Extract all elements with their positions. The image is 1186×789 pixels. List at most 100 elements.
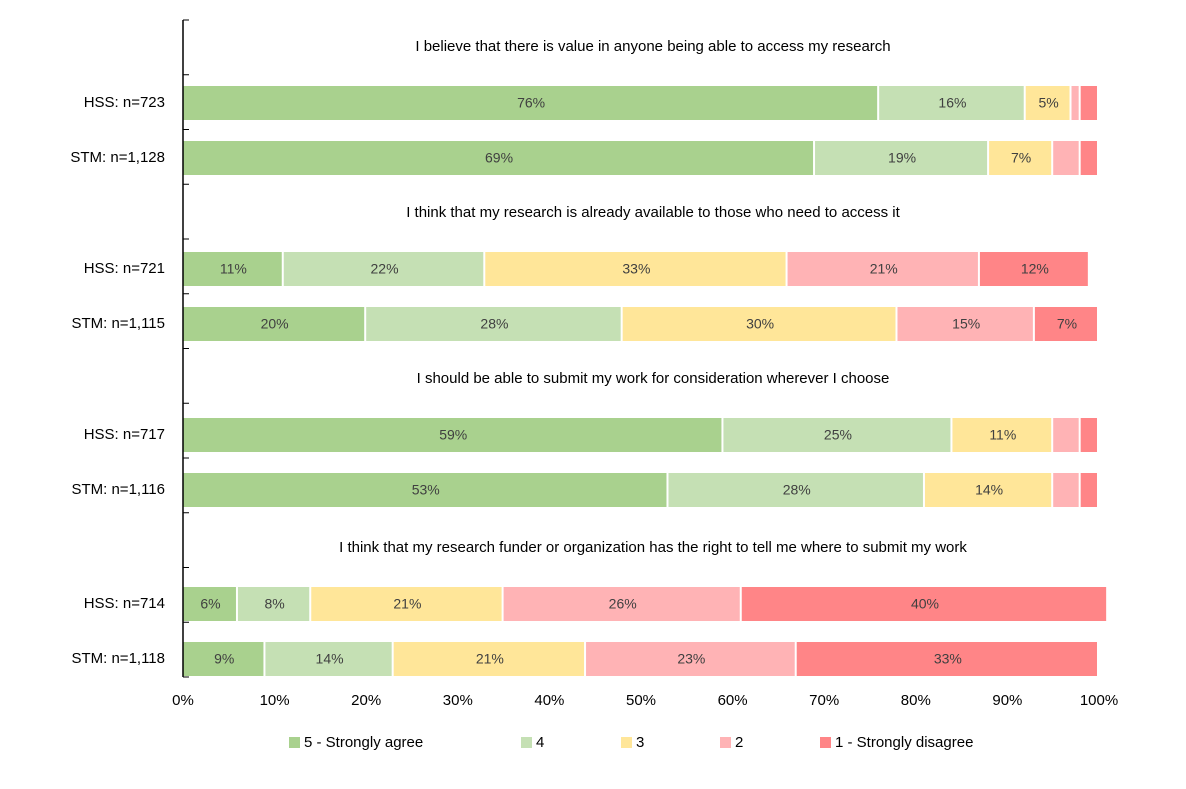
legend-label: 5 - Strongly agree	[304, 734, 423, 751]
x-tick-label: 90%	[992, 692, 1022, 709]
data-label: 11%	[989, 427, 1016, 443]
bar-segment	[265, 642, 392, 676]
bar-segment	[1053, 418, 1079, 452]
data-label: 76%	[517, 95, 545, 111]
bar-segment	[1034, 307, 1097, 341]
y-tick-label: STM: n=1,115	[71, 315, 165, 332]
data-label: 16%	[938, 95, 966, 111]
bar-segment	[979, 252, 1088, 286]
bar-segment	[183, 252, 282, 286]
x-tick-label: 10%	[260, 692, 290, 709]
bar-segment	[622, 307, 896, 341]
legend-label: 4	[536, 734, 544, 751]
bar-segment	[183, 587, 236, 621]
legend-label: 1 - Strongly disagree	[835, 734, 973, 751]
bar-segment	[668, 473, 923, 507]
x-tick-label: 50%	[626, 692, 656, 709]
data-label: 7%	[1057, 316, 1077, 332]
y-tick-label: STM: n=1,118	[71, 650, 165, 667]
data-label: 11%	[220, 261, 247, 277]
bar-segment	[393, 642, 585, 676]
bar-segment	[183, 642, 264, 676]
data-label: 26%	[609, 596, 637, 612]
data-label: 21%	[476, 651, 504, 667]
bar-segment	[237, 587, 310, 621]
bar-segment	[183, 418, 722, 452]
x-tick-label: 30%	[443, 692, 473, 709]
bar-segment	[1080, 473, 1097, 507]
legend-swatch	[720, 737, 731, 748]
data-label: 19%	[888, 150, 916, 166]
group-title: I think that my research funder or organ…	[339, 539, 967, 556]
data-label: 33%	[934, 651, 962, 667]
legend-swatch	[621, 737, 632, 748]
bar-segment	[989, 141, 1052, 175]
legend-swatch	[521, 737, 532, 748]
data-label: 30%	[746, 316, 774, 332]
legend-label: 3	[636, 734, 644, 751]
data-label: 8%	[264, 596, 284, 612]
bar-segment	[1080, 141, 1097, 175]
bar-segment	[815, 141, 988, 175]
bar-segment	[183, 141, 814, 175]
bar-segment	[1080, 418, 1097, 452]
bar-segment	[283, 252, 484, 286]
data-label: 28%	[480, 316, 508, 332]
x-tick-label: 70%	[809, 692, 839, 709]
bar-segment	[1053, 141, 1079, 175]
group-title: I believe that there is value in anyone …	[415, 38, 890, 55]
bar-segment	[897, 307, 1033, 341]
y-tick-label: HSS: n=721	[84, 260, 165, 277]
data-label: 28%	[783, 482, 811, 498]
y-tick-label: HSS: n=723	[84, 94, 165, 111]
bar-segment	[311, 587, 502, 621]
data-label: 40%	[911, 596, 939, 612]
bar-segment	[485, 252, 786, 286]
data-label: 12%	[1021, 261, 1049, 277]
data-label: 53%	[412, 482, 440, 498]
bar-segment	[787, 252, 978, 286]
data-label: 25%	[824, 427, 852, 443]
data-label: 14%	[975, 482, 1003, 498]
data-label: 7%	[1011, 150, 1031, 166]
x-tick-label: 60%	[718, 692, 748, 709]
bar-segment	[924, 473, 1052, 507]
x-tick-label: 20%	[351, 692, 381, 709]
data-label: 9%	[214, 651, 234, 667]
bar-segment	[1071, 86, 1079, 120]
y-tick-label: STM: n=1,128	[70, 149, 165, 166]
bar-segment	[1025, 86, 1070, 120]
legend-swatch	[820, 737, 831, 748]
data-label: 69%	[485, 150, 513, 166]
bar-segment	[366, 307, 621, 341]
data-label: 21%	[393, 596, 421, 612]
data-label: 23%	[677, 651, 705, 667]
data-label: 5%	[1039, 95, 1059, 111]
data-label: 59%	[439, 427, 467, 443]
bar-segment	[586, 642, 795, 676]
y-tick-label: HSS: n=714	[84, 595, 165, 612]
bar-segment	[741, 587, 1107, 621]
data-label: 6%	[200, 596, 220, 612]
legend-swatch	[289, 737, 300, 748]
legend-label: 2	[735, 734, 743, 751]
bar-segment	[1053, 473, 1079, 507]
x-tick-label: 0%	[172, 692, 194, 709]
data-label: 20%	[261, 316, 289, 332]
x-tick-label: 40%	[534, 692, 564, 709]
group-title: I should be able to submit my work for c…	[417, 370, 890, 387]
bar-segment	[879, 86, 1024, 120]
data-label: 22%	[371, 261, 399, 277]
bar-segment	[796, 642, 1097, 676]
y-tick-label: STM: n=1,116	[71, 481, 165, 498]
group-title: I think that my research is already avai…	[406, 204, 900, 221]
data-label: 33%	[622, 261, 650, 277]
x-tick-label: 100%	[1080, 692, 1118, 709]
bar-segment	[1080, 86, 1097, 120]
bar-segment	[723, 418, 951, 452]
data-label: 14%	[316, 651, 344, 667]
bar-segment	[503, 587, 740, 621]
data-label: 21%	[870, 261, 898, 277]
bar-segment	[952, 418, 1052, 452]
